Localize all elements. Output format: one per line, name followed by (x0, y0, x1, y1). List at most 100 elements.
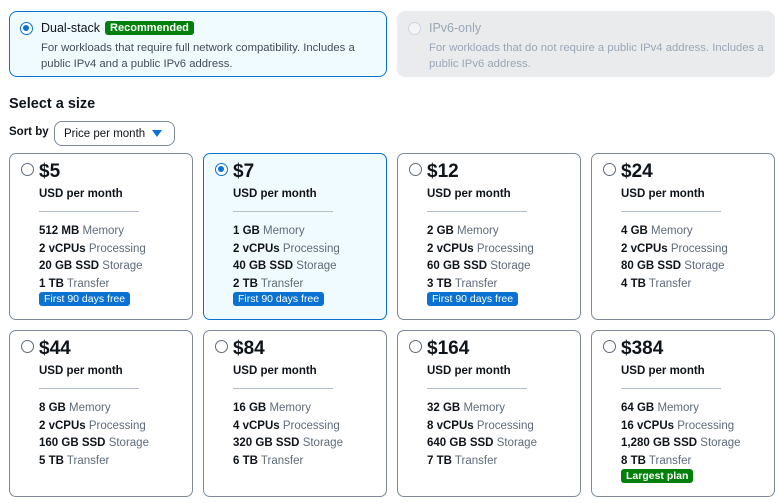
plan-price-unit: USD per month (427, 188, 511, 200)
free-trial-badge: First 90 days free (233, 292, 325, 306)
plan-spec-label: Storage (684, 260, 725, 272)
plan-card[interactable]: $12 USD per month 2 GB Memory 2 vCPUs Proce… (397, 153, 581, 320)
plan-spec-line: 2 vCPUs Processing (39, 241, 146, 259)
plan-price-unit: USD per month (233, 365, 317, 377)
plan-spec-line: 160 GB SSD Storage (39, 435, 149, 453)
plan-card[interactable]: $384 USD per month 64 GB Memory 16 vCPUs Pr… (591, 330, 775, 497)
plan-spec-line: 40 GB SSD Storage (233, 258, 340, 276)
plan-spec-value: 320 GB SSD (233, 437, 300, 449)
plan-radio[interactable] (409, 163, 422, 176)
plan-spec-value: 8 TB (621, 454, 646, 467)
divider (427, 388, 527, 389)
plan-spec-value: 32 GB (427, 402, 461, 414)
plan-spec-label: Processing (282, 419, 340, 432)
radio-ipv6-only (408, 21, 421, 35)
plan-spec-line: 2 vCPUs Processing (39, 418, 149, 436)
plan-card[interactable]: $7 USD per month 1 GB Memory 2 vCPUs Proces… (203, 153, 387, 320)
plan-spec-line: 8 vCPUs Processing (427, 418, 537, 436)
plan-price: $44 (39, 338, 71, 359)
plan-card[interactable]: $44 USD per month 8 GB Memory 2 vCPUs Proce… (9, 330, 193, 497)
ip-option-dual-stack[interactable]: Dual-stack Recommended For workloads tha… (9, 11, 387, 77)
plan-price-unit: USD per month (621, 365, 705, 377)
plan-spec-value: 6 TB (233, 454, 258, 467)
plan-radio[interactable] (215, 340, 228, 353)
radio-dual-stack[interactable] (20, 21, 33, 35)
plan-spec-value: 2 vCPUs (233, 242, 280, 255)
plan-spec-label: Processing (670, 242, 728, 255)
plan-spec-label: Storage (102, 260, 143, 272)
plan-spec-label: Memory (69, 402, 111, 414)
plan-radio[interactable] (603, 340, 616, 353)
plan-specs: 2 GB Memory 2 vCPUs Processing 60 GB SSD S… (427, 223, 534, 293)
plan-spec-line: 1 GB Memory (233, 223, 340, 241)
plan-price-unit: USD per month (39, 188, 123, 200)
plan-spec-label: Processing (88, 242, 146, 255)
plan-card[interactable]: $84 USD per month 16 GB Memory 4 vCPUs Proc… (203, 330, 387, 497)
plan-spec-label: Transfer (260, 454, 304, 467)
plan-spec-value: 1,280 GB SSD (621, 437, 698, 449)
divider (621, 211, 721, 212)
plan-spec-value: 7 TB (427, 454, 452, 467)
plan-spec-line: 320 GB SSD Storage (233, 435, 343, 453)
plan-price: $24 (621, 161, 653, 182)
plan-spec-label: Transfer (66, 277, 110, 290)
divider (233, 388, 333, 389)
plan-card[interactable]: $164 USD per month 32 GB Memory 8 vCPUs Pro… (397, 330, 581, 497)
plan-radio[interactable] (215, 163, 228, 176)
plan-spec-label: Processing (476, 419, 534, 432)
plan-spec-value: 40 GB SSD (233, 260, 294, 272)
plan-price: $164 (427, 338, 470, 359)
plan-specs: 1 GB Memory 2 vCPUs Processing 40 GB SSD S… (233, 223, 340, 293)
plan-spec-label: Memory (457, 225, 499, 237)
section-title: Select a size (9, 96, 96, 112)
divider (39, 388, 139, 389)
plan-spec-line: 2 vCPUs Processing (621, 241, 728, 259)
plan-radio[interactable] (21, 163, 34, 176)
plan-price: $7 (233, 161, 255, 182)
sort-select-value: Price per month (64, 127, 146, 140)
plan-spec-label: Processing (476, 242, 534, 255)
plan-spec-label: Memory (651, 225, 693, 237)
plan-spec-value: 8 GB (39, 402, 66, 414)
plan-spec-line: 8 GB Memory (39, 400, 149, 418)
plan-spec-value: 4 vCPUs (233, 419, 280, 432)
plan-radio[interactable] (603, 163, 616, 176)
plan-spec-line: 8 TB Transfer (621, 453, 741, 471)
divider (39, 211, 139, 212)
plan-spec-value: 1 GB (233, 225, 260, 237)
plan-spec-line: 4 TB Transfer (621, 276, 728, 294)
plan-spec-label: Storage (108, 437, 149, 449)
plan-spec-label: Processing (282, 242, 340, 255)
plan-card[interactable]: $5 USD per month 512 MB Memory 2 vCPUs Proc… (9, 153, 193, 320)
plan-spec-line: 80 GB SSD Storage (621, 258, 728, 276)
plan-spec-value: 2 vCPUs (39, 242, 86, 255)
plan-specs: 4 GB Memory 2 vCPUs Processing 80 GB SSD S… (621, 223, 728, 293)
plan-spec-label: Storage (496, 437, 537, 449)
plan-spec-label: Memory (657, 402, 699, 414)
plan-spec-value: 640 GB SSD (427, 437, 494, 449)
plan-specs: 64 GB Memory 16 vCPUs Processing 1,280 GB … (621, 400, 741, 470)
plan-spec-value: 2 vCPUs (427, 242, 474, 255)
plan-spec-line: 60 GB SSD Storage (427, 258, 534, 276)
plan-spec-line: 20 GB SSD Storage (39, 258, 146, 276)
plan-radio[interactable] (21, 340, 34, 353)
plan-spec-label: Memory (263, 225, 305, 237)
recommended-badge: Recommended (105, 21, 194, 35)
plan-spec-line: 32 GB Memory (427, 400, 537, 418)
plan-spec-line: 640 GB SSD Storage (427, 435, 537, 453)
plan-spec-label: Transfer (454, 454, 498, 467)
plan-spec-value: 512 MB (39, 225, 80, 237)
plan-spec-label: Transfer (66, 454, 110, 467)
sort-select[interactable]: Price per month (54, 121, 175, 146)
plan-specs: 16 GB Memory 4 vCPUs Processing 320 GB SSD… (233, 400, 343, 470)
plan-radio[interactable] (409, 340, 422, 353)
plan-spec-line: 6 TB Transfer (233, 453, 343, 471)
ip-option-label: IPv6-only (429, 21, 482, 35)
plan-spec-value: 160 GB SSD (39, 437, 106, 449)
sort-label: Sort by (9, 126, 49, 138)
plan-card[interactable]: $24 USD per month 4 GB Memory 2 vCPUs Proce… (591, 153, 775, 320)
plan-spec-line: 1,280 GB SSD Storage (621, 435, 741, 453)
plan-spec-value: 2 vCPUs (39, 419, 86, 432)
plan-price-unit: USD per month (427, 365, 511, 377)
plan-spec-value: 4 TB (621, 277, 646, 290)
